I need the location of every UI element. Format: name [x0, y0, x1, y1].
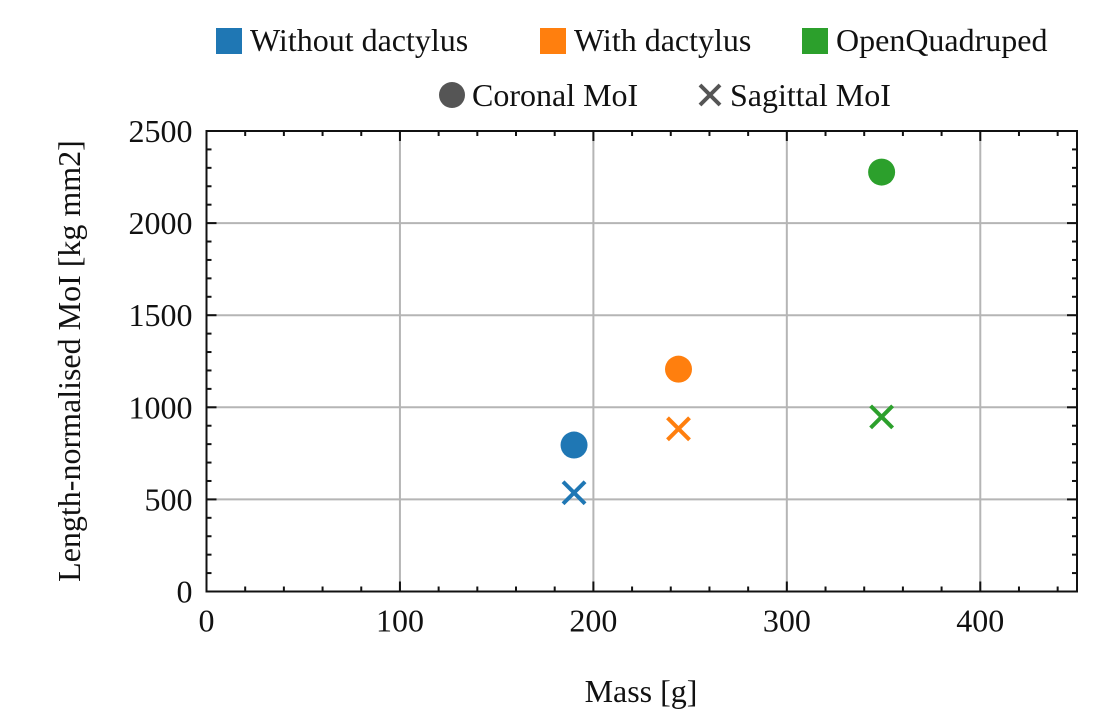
legend-marker-circle	[439, 82, 465, 108]
legend-label: Coronal MoI	[472, 77, 638, 113]
grid	[206, 131, 1077, 592]
data-points	[560, 158, 896, 506]
sagittal-point	[869, 404, 895, 430]
x-tick-label: 200	[569, 603, 617, 639]
plot-frame	[205, 130, 1078, 593]
y-tick-label: 1500	[129, 297, 193, 333]
y-tick-label: 2000	[129, 205, 193, 241]
y-tick-label: 1000	[129, 389, 193, 425]
x-tick-label: 100	[376, 603, 424, 639]
coronal-point	[868, 158, 896, 186]
y-axis-label: Length-normalised MoI [kg mm2]	[51, 140, 87, 582]
y-tick-label: 2500	[129, 113, 193, 149]
y-tick-label: 0	[177, 574, 193, 610]
x-tick-label: 400	[956, 603, 1004, 639]
x-tick-label: 300	[763, 603, 811, 639]
legend-label: With dactylus	[574, 22, 751, 58]
ticks	[205, 130, 1077, 593]
sagittal-point	[666, 416, 691, 442]
y-tick-label: 500	[145, 481, 193, 517]
x-axis-label: Mass [g]	[585, 673, 698, 709]
legend-swatch	[216, 28, 242, 54]
coronal-point	[665, 355, 693, 383]
coronal-point	[560, 431, 588, 459]
x-tick-labels: 0 100 200 300 400	[199, 603, 1005, 639]
legend-label: Without dactylus	[250, 22, 468, 58]
legend: Without dactylus With dactylus OpenQuadrup…	[216, 22, 1047, 113]
sagittal-point	[561, 480, 587, 506]
legend-swatch	[540, 28, 566, 54]
legend-marker-x	[698, 83, 722, 107]
legend-swatch	[802, 28, 828, 54]
x-tick-label: 0	[199, 603, 215, 639]
legend-label: Sagittal MoI	[730, 77, 891, 113]
legend-label: OpenQuadruped	[836, 22, 1047, 58]
y-tick-labels: 0 500 1000 1500 2000 2500	[129, 113, 193, 610]
